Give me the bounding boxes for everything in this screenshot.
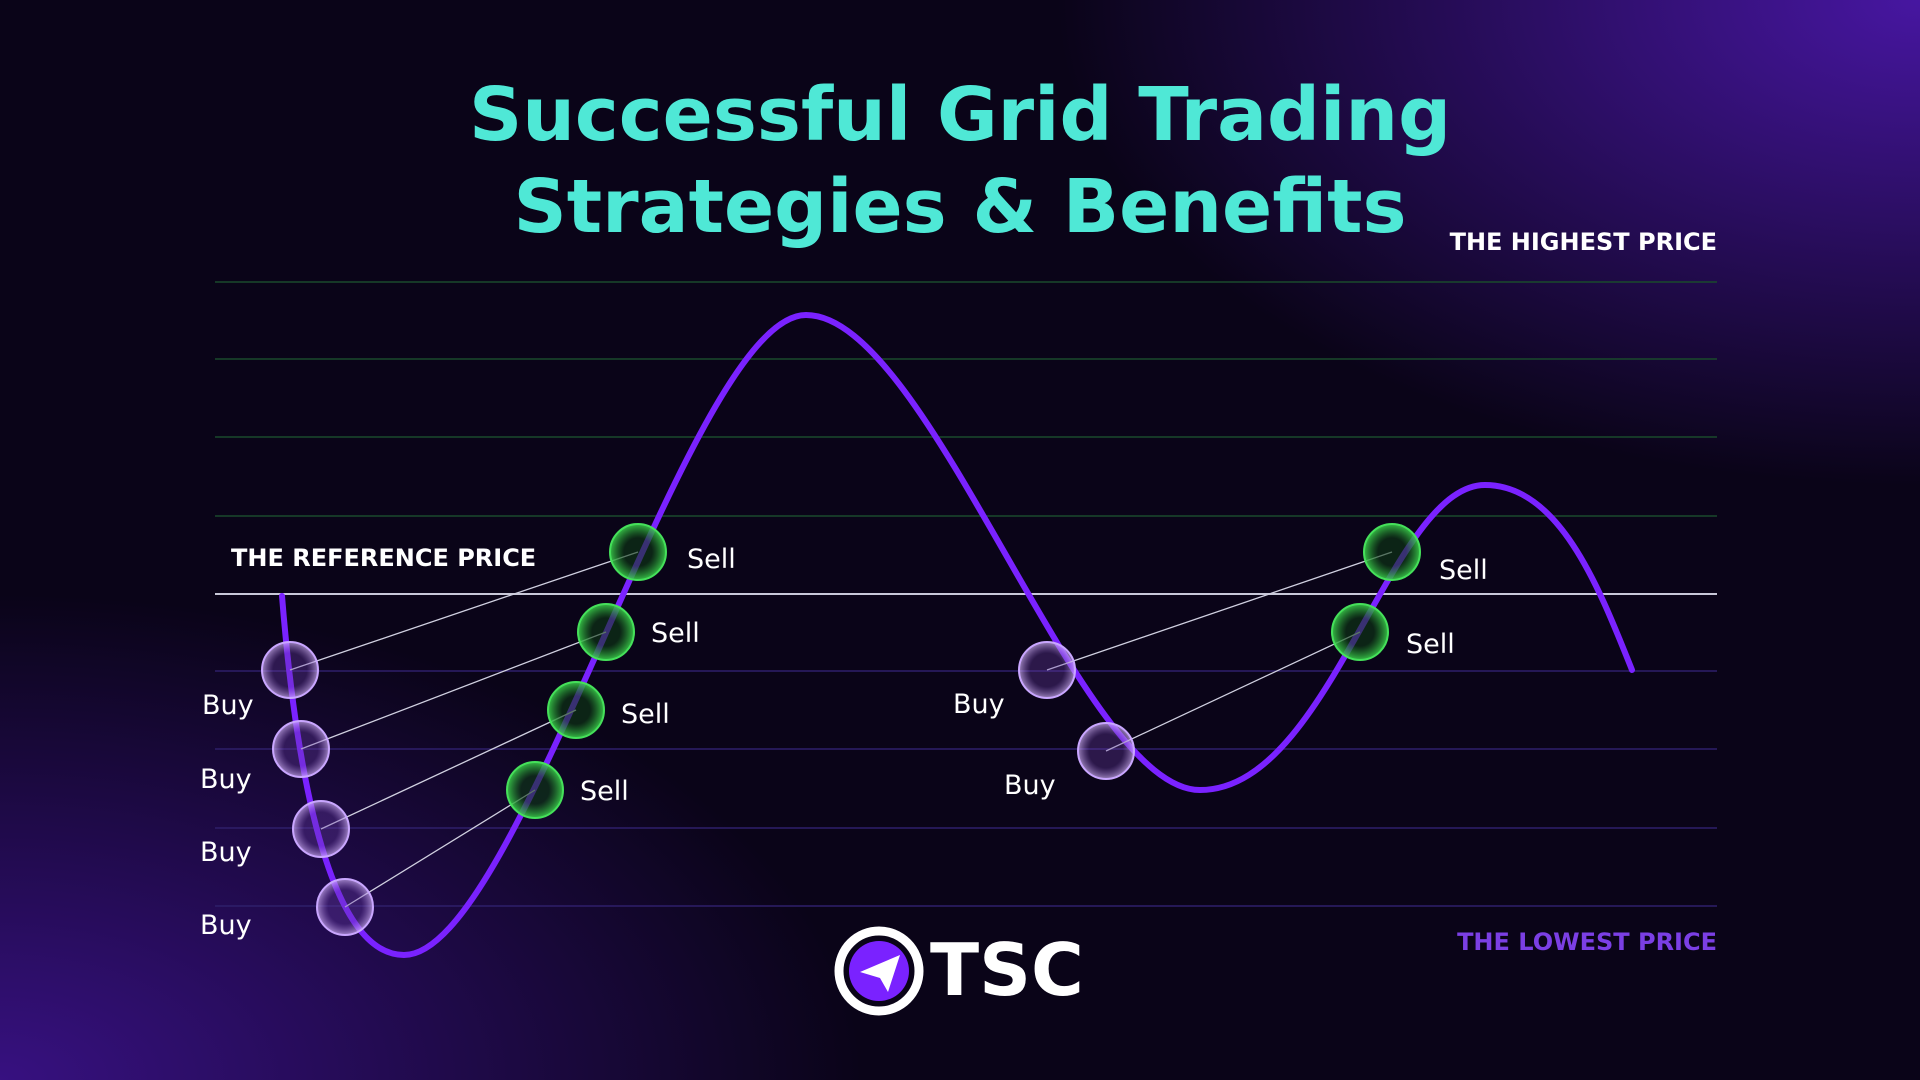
connector bbox=[1046, 551, 1393, 671]
markers: Buy Buy Buy Buy Buy Buy Sell Sell Sell Sell Sell Se… bbox=[200, 523, 1488, 941]
sell-marker bbox=[506, 761, 564, 819]
buy-label: Buy bbox=[200, 764, 252, 795]
title: Strategies & Benefits bbox=[513, 164, 1406, 250]
lowest-price-label: THE LOWEST PRICE bbox=[1457, 928, 1717, 956]
buy-label: Buy bbox=[202, 690, 254, 721]
logo-text: TSC bbox=[930, 928, 1084, 1012]
buy-label: Buy bbox=[200, 837, 252, 868]
buy-label: Buy bbox=[200, 910, 252, 941]
title: Successful Grid Trading bbox=[469, 72, 1451, 158]
connector bbox=[344, 789, 536, 908]
connector bbox=[1105, 631, 1361, 752]
buy-label: Buy bbox=[953, 689, 1005, 720]
sell-marker bbox=[547, 681, 605, 739]
reference-price-label: THE REFERENCE PRICE bbox=[231, 544, 536, 572]
buy-marker bbox=[292, 800, 350, 858]
highest-price-label: THE HIGHEST PRICE bbox=[1450, 228, 1717, 256]
connector bbox=[320, 709, 577, 830]
sell-label: Sell bbox=[621, 699, 670, 730]
sell-label: Sell bbox=[580, 776, 629, 807]
sell-label: Sell bbox=[687, 544, 736, 575]
connector bbox=[300, 631, 607, 750]
price-curve bbox=[279, 311, 1635, 959]
sell-marker bbox=[609, 523, 667, 581]
sell-label: Sell bbox=[1439, 555, 1488, 586]
buy-marker bbox=[316, 878, 374, 936]
buy-marker bbox=[1018, 641, 1076, 699]
logo-ring bbox=[834, 926, 924, 1016]
sell-marker bbox=[577, 603, 635, 661]
connector bbox=[289, 551, 639, 671]
buy-label: Buy bbox=[1004, 770, 1056, 801]
buy-marker bbox=[272, 720, 330, 778]
buy-marker bbox=[261, 641, 319, 699]
sell-marker bbox=[1363, 523, 1421, 581]
sell-label: Sell bbox=[1406, 629, 1455, 660]
sell-marker bbox=[1331, 603, 1389, 661]
logo-plane bbox=[860, 955, 900, 992]
logo: TSC bbox=[834, 926, 1084, 1016]
sell-label: Sell bbox=[651, 618, 700, 649]
buy-marker bbox=[1077, 722, 1135, 780]
grid-lines bbox=[215, 281, 1717, 907]
